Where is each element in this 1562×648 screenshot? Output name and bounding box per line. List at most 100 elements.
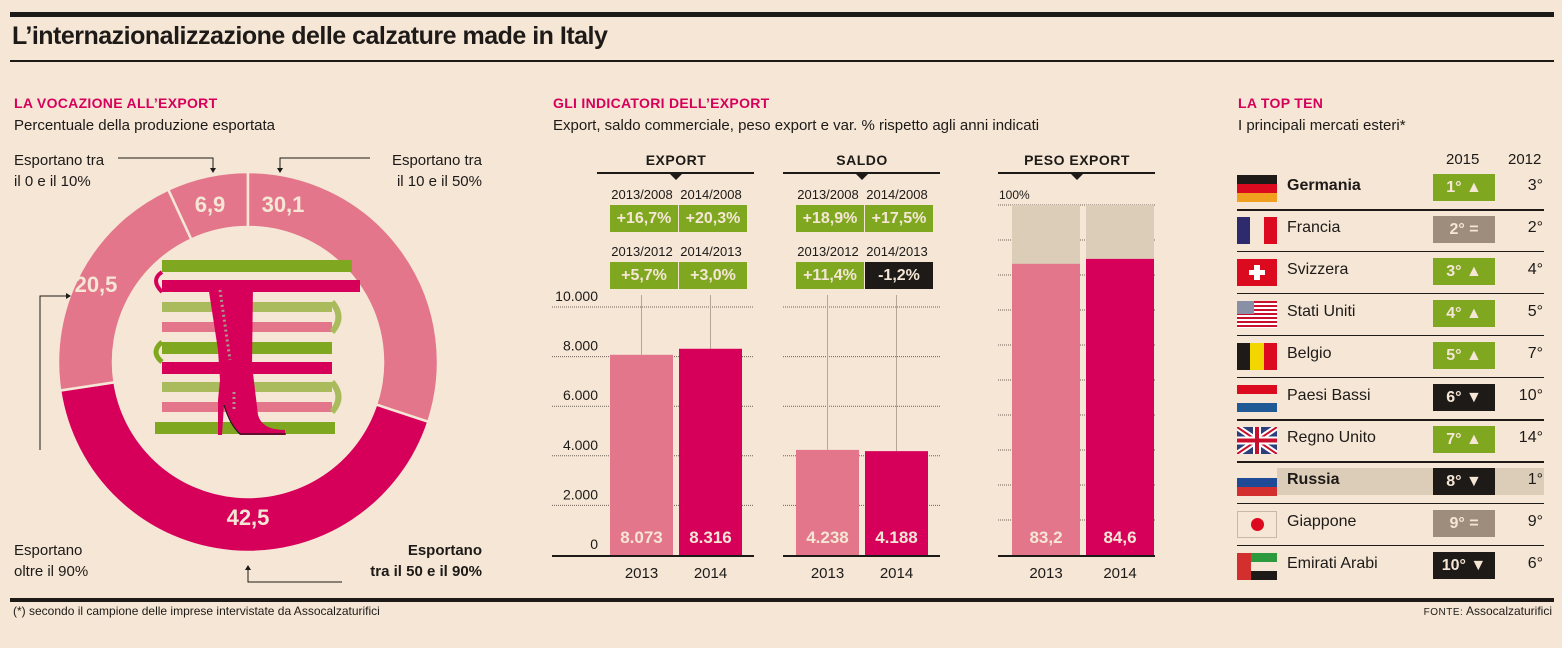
saldo-bar-value: 4.188 [875, 528, 918, 547]
france-flag [1237, 217, 1277, 244]
country-name: Stati Uniti [1287, 303, 1356, 320]
donut-leader-lines [39, 157, 370, 583]
country-name: Paesi Bassi [1287, 387, 1371, 404]
label-50-90-line2: tra il 50 e il 90% [370, 563, 482, 580]
label-10-50: Esportano tra il 10 e il 50% [392, 150, 482, 192]
label-50-90: Esportano tra il 50 e il 90% [370, 540, 482, 582]
label-over-90: Esportano oltre il 90% [14, 540, 88, 582]
rank-2015-badge: 6° ▼ [1433, 384, 1495, 411]
switzerland-flag [1237, 259, 1277, 286]
boot-zipper [218, 289, 232, 361]
uae-flag [1237, 553, 1277, 580]
label-over-90-line1: Esportano [14, 542, 83, 559]
peso-100-label: 100% [999, 188, 1030, 202]
saldo-var-period: 2014/2008 [866, 187, 928, 202]
export-baseline [552, 555, 754, 557]
boot-illustration [153, 260, 360, 435]
equal-icon: = [1469, 221, 1479, 238]
uk-flag [1237, 427, 1277, 454]
row-divider [1237, 335, 1544, 336]
donut-section-title: LA VOCAZIONE ALL’EXPORT [14, 95, 218, 111]
country-name: Belgio [1287, 345, 1332, 362]
page-title: L’internazionalizzazione delle calzature… [12, 22, 608, 50]
saldo-baseline [783, 555, 940, 557]
saldo-bar [796, 449, 859, 555]
rank-2015-badge: 2° = [1433, 216, 1495, 243]
source-credit: FONTE: Assocalzaturifici [1424, 604, 1552, 618]
rank-2015: 10° [1441, 557, 1466, 574]
title-rule [10, 60, 1554, 62]
topten-row: Giappone 9° = 9° [1237, 506, 1544, 542]
peso-xtick-label: 2013 [1029, 565, 1062, 582]
col-2015-header: 2015 [1446, 151, 1480, 168]
export-notch [670, 174, 682, 180]
country-name: Regno Unito [1287, 429, 1376, 446]
rank-2015: 5° [1446, 347, 1462, 364]
donut-value-label: 42,5 [227, 505, 270, 530]
rank-2012: 6° [1527, 555, 1543, 572]
saldo-var-period: 2013/2008 [797, 187, 859, 202]
topten-row: Russia 8° ▼ 1° [1237, 464, 1544, 500]
export-ytick-label: 0 [590, 536, 598, 552]
label-10-50-line1: Esportano tra [391, 152, 482, 169]
belgium-flag [1237, 343, 1277, 370]
rank-2015: 8° [1446, 473, 1462, 490]
saldo-bar-value: 4.238 [806, 528, 849, 547]
indicators-subtitle: Export, saldo commerciale, peso export e… [553, 117, 1040, 134]
donut-chart: 6,9 30,1 42,5 20,5 [39, 157, 440, 583]
topten-row: Emirati Arabi 10° ▼ 6° [1237, 548, 1544, 584]
usa-flag [1237, 301, 1277, 328]
indicators-bar-charts: 0 2.000 4.000 6.000 8.000 10.000 8.073 2013 8.31… [552, 204, 1155, 582]
row-divider [1237, 503, 1544, 504]
label-50-90-line1: Esportano [407, 542, 482, 559]
rank-2012: 3° [1527, 177, 1543, 194]
saldo-var-badge: +18,9% [796, 205, 864, 232]
footer-rule [10, 598, 1554, 602]
russia-flag [1237, 469, 1277, 496]
export-bar [679, 348, 742, 555]
rank-2015-badge: 10° ▼ [1433, 552, 1495, 579]
export-var-period: 2014/2008 [680, 187, 742, 202]
export-xtick-label: 2013 [625, 565, 658, 582]
topten-row: Svizzera 3° ▲ 4° [1237, 254, 1544, 290]
donut-slice [56, 187, 193, 392]
saldo-notch [856, 174, 868, 180]
row-divider [1237, 293, 1544, 294]
row-divider [1237, 251, 1544, 252]
donut-value-label: 6,9 [195, 192, 226, 217]
saldo-bar [865, 451, 928, 555]
country-name: Emirati Arabi [1287, 555, 1378, 572]
export-xtick-label: 2014 [694, 565, 727, 582]
saldo-panel-rule [783, 172, 940, 174]
row-divider [1237, 419, 1544, 421]
export-var-badge: +16,7% [610, 205, 678, 232]
peso-bar-value: 84,6 [1103, 528, 1136, 547]
topten-row: Francia 2° = 2° [1237, 212, 1544, 248]
saldo-var-badge: -1,2% [865, 262, 933, 289]
row-divider [1237, 461, 1544, 463]
export-var-period: 2013/2008 [611, 187, 673, 202]
topten-row: Regno Unito 7° ▲ 14° [1237, 422, 1544, 458]
row-divider [1237, 545, 1544, 546]
japan-flag [1237, 511, 1277, 538]
country-name: Germania [1287, 177, 1361, 194]
saldo-var-badge: +17,5% [865, 205, 933, 232]
label-0-10: Esportano tra il 0 e il 10% [14, 150, 104, 192]
peso-panel-title: PESO EXPORT [1024, 152, 1130, 168]
rank-2015: 4° [1446, 305, 1462, 322]
label-0-10-line2: il 0 e il 10% [14, 173, 91, 190]
rank-2015-badge: 5° ▲ [1433, 342, 1495, 369]
donut-subtitle: Percentuale della produzione esportata [14, 117, 276, 134]
country-name: Russia [1287, 471, 1340, 488]
rank-2015-badge: 4° ▲ [1433, 300, 1495, 327]
up-triangle-icon: ▲ [1465, 263, 1482, 280]
rank-2015: 1° [1446, 179, 1462, 196]
country-name: Giappone [1287, 513, 1357, 530]
export-ytick-label: 6.000 [563, 387, 598, 403]
ribbon-magenta [162, 280, 360, 292]
row-highlight [1277, 468, 1544, 495]
rank-2012: 9° [1527, 513, 1543, 530]
rank-2012: 10° [1518, 387, 1543, 404]
rank-2015: 7° [1446, 431, 1462, 448]
saldo-var-period: 2013/2012 [797, 244, 859, 259]
